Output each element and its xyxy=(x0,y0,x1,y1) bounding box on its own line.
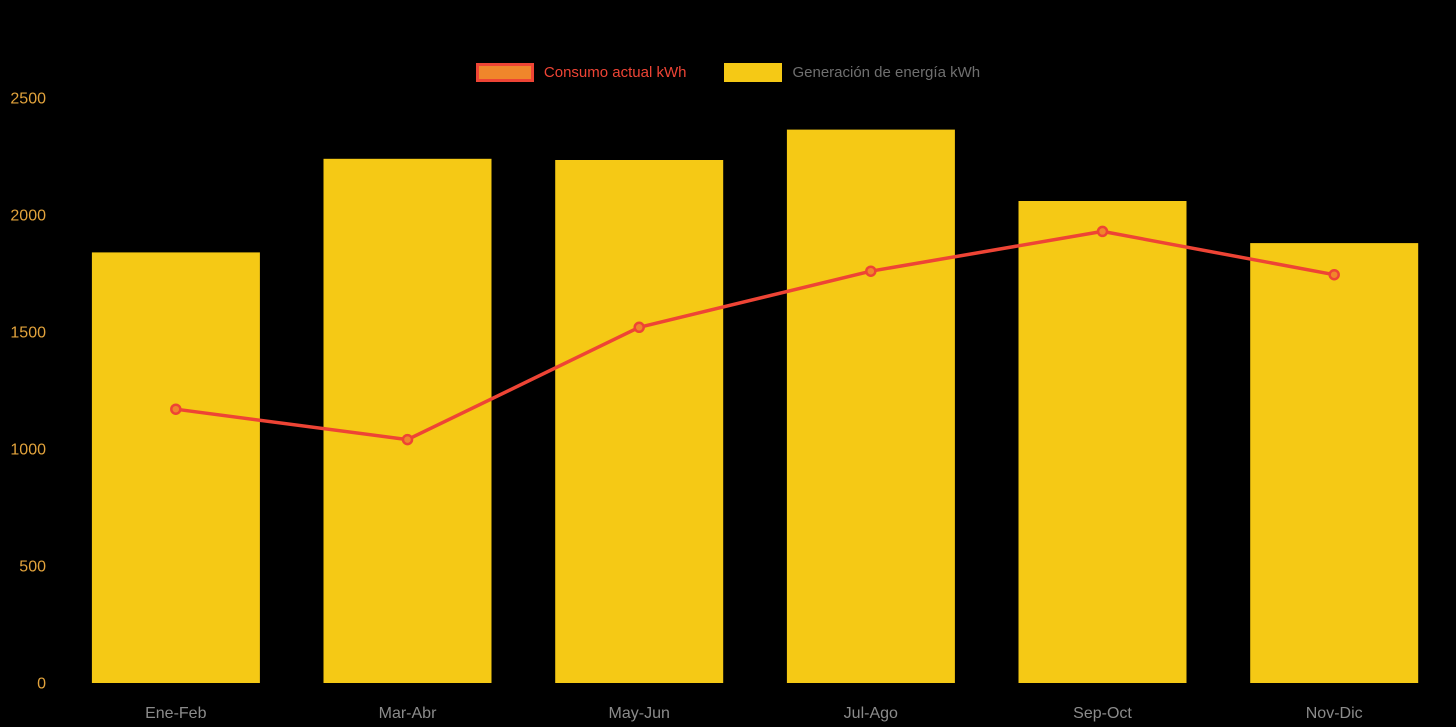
x-axis-tick-label: Mar-Abr xyxy=(379,705,437,722)
bar xyxy=(1250,243,1419,683)
legend-label-generacion: Generación de energía kWh xyxy=(792,63,981,81)
line-marker xyxy=(1328,268,1340,281)
generacion-swatch-icon xyxy=(724,62,783,82)
line-marker xyxy=(865,265,877,277)
consumo-swatch-icon xyxy=(475,62,534,82)
line-marker xyxy=(1096,225,1109,238)
y-axis-tick-label: 1500 xyxy=(10,325,46,342)
line-marker xyxy=(170,403,182,415)
consumo-line xyxy=(174,229,1336,442)
bar xyxy=(555,160,724,683)
bar xyxy=(1018,201,1187,683)
y-axis-tick-label: 500 xyxy=(19,559,46,576)
x-axis-tick-label: Ene-Feb xyxy=(145,705,206,722)
line-marker xyxy=(633,321,645,334)
bar xyxy=(91,252,260,683)
legend-label-consumo: Consumo actual kWh xyxy=(543,63,687,81)
y-axis-tick-label: 2000 xyxy=(10,208,46,225)
y-axis-tick-label: 1000 xyxy=(10,442,46,459)
x-axis-tick-label: May-Jun xyxy=(609,705,670,722)
chart-legend: Consumo actual kWh Generación de energía… xyxy=(0,60,1456,84)
line-marker xyxy=(401,433,414,446)
x-axis-tick-label: Nov-Dic xyxy=(1306,705,1363,722)
x-axis-tick-label: Jul-Ago xyxy=(844,705,898,722)
y-axis-tick-label: 2500 xyxy=(10,91,46,108)
legend-item-generacion[interactable]: Generación de energía kWh xyxy=(724,62,981,82)
y-axis-tick-label: 0 xyxy=(37,676,46,693)
bar xyxy=(323,158,492,684)
bar xyxy=(786,129,955,684)
x-axis-tick-label: Sep-Oct xyxy=(1073,705,1132,722)
legend-item-consumo[interactable]: Consumo actual kWh xyxy=(475,62,687,82)
